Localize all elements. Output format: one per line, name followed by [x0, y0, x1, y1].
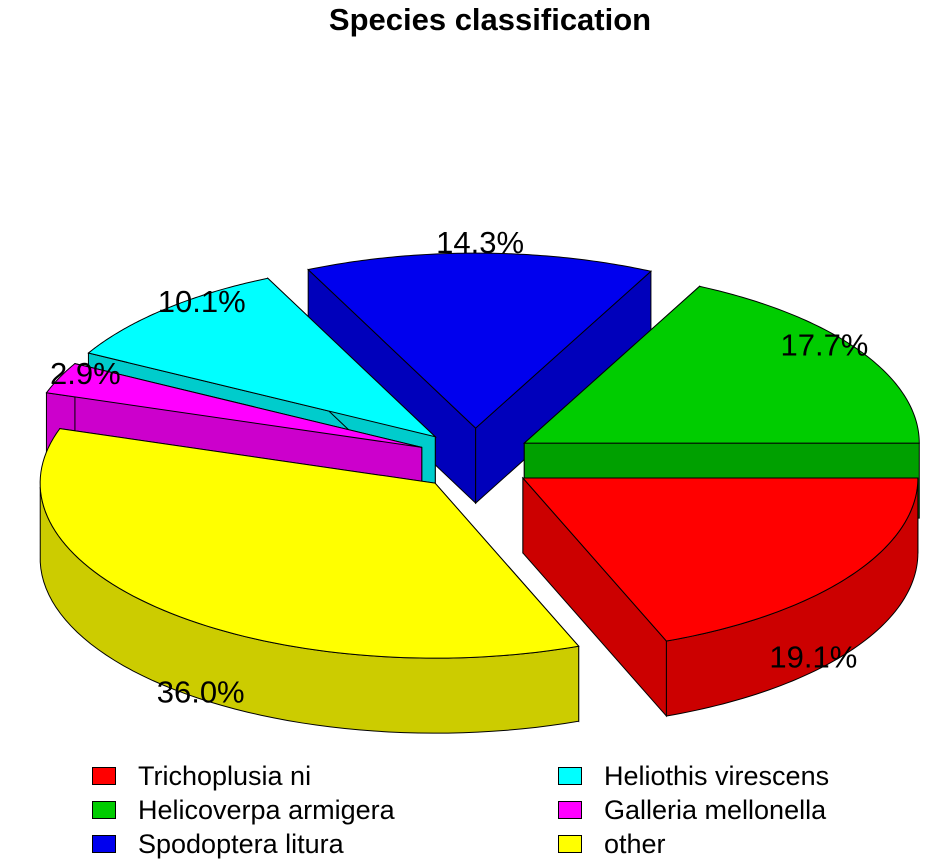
legend-item-spodoptera-litura: Spodoptera litura — [92, 826, 344, 862]
chart-title: Species classification — [328, 2, 652, 37]
legend-label: Trichoplusia ni — [138, 760, 312, 791]
slice-heliothis-virescens — [87, 277, 437, 438]
slice-label-helicoverpa-armigera: 17.7% — [780, 328, 868, 363]
legend-item-trichoplusia-ni: Trichoplusia ni — [92, 758, 311, 794]
legend-swatch — [558, 835, 582, 853]
legend-swatch — [92, 801, 116, 819]
legend: Trichoplusia ni Helicoverpa armigera Spodo… — [0, 758, 933, 868]
slice-trichoplusia-ni — [521, 477, 919, 642]
legend-item-other: other — [558, 826, 666, 862]
legend-item-helicoverpa-armigera: Helicoverpa armigera — [92, 792, 395, 828]
pie-chart: 19.1% 36.0% 2.9% 10.1% 14.3% 17.7% — [39, 225, 920, 734]
slice-galleria-mellonella — [45, 363, 422, 448]
slice-label-spodoptera-litura: 14.3% — [436, 225, 524, 260]
legend-item-heliothis-virescens: Heliothis virescens — [558, 758, 829, 794]
slice-label-trichoplusia-ni: 19.1% — [769, 639, 857, 674]
legend-swatch — [92, 835, 116, 853]
slice-label-galleria-mellonella: 2.9% — [50, 356, 121, 391]
legend-swatch — [558, 801, 582, 819]
legend-label: other — [604, 828, 666, 859]
legend-label: Helicoverpa armigera — [138, 794, 395, 825]
legend-item-galleria-mellonella: Galleria mellonella — [558, 792, 826, 828]
slice-label-heliothis-virescens: 10.1% — [158, 284, 246, 319]
slice-helicoverpa-armigera — [522, 285, 920, 444]
slice-label-other: 36.0% — [157, 675, 245, 710]
legend-swatch — [558, 767, 582, 785]
slice-spodoptera-litura — [307, 252, 652, 429]
legend-label: Spodoptera litura — [138, 828, 344, 859]
slice-other — [39, 428, 580, 659]
legend-swatch — [92, 767, 116, 785]
legend-label: Galleria mellonella — [604, 794, 827, 825]
legend-label: Heliothis virescens — [604, 760, 830, 791]
